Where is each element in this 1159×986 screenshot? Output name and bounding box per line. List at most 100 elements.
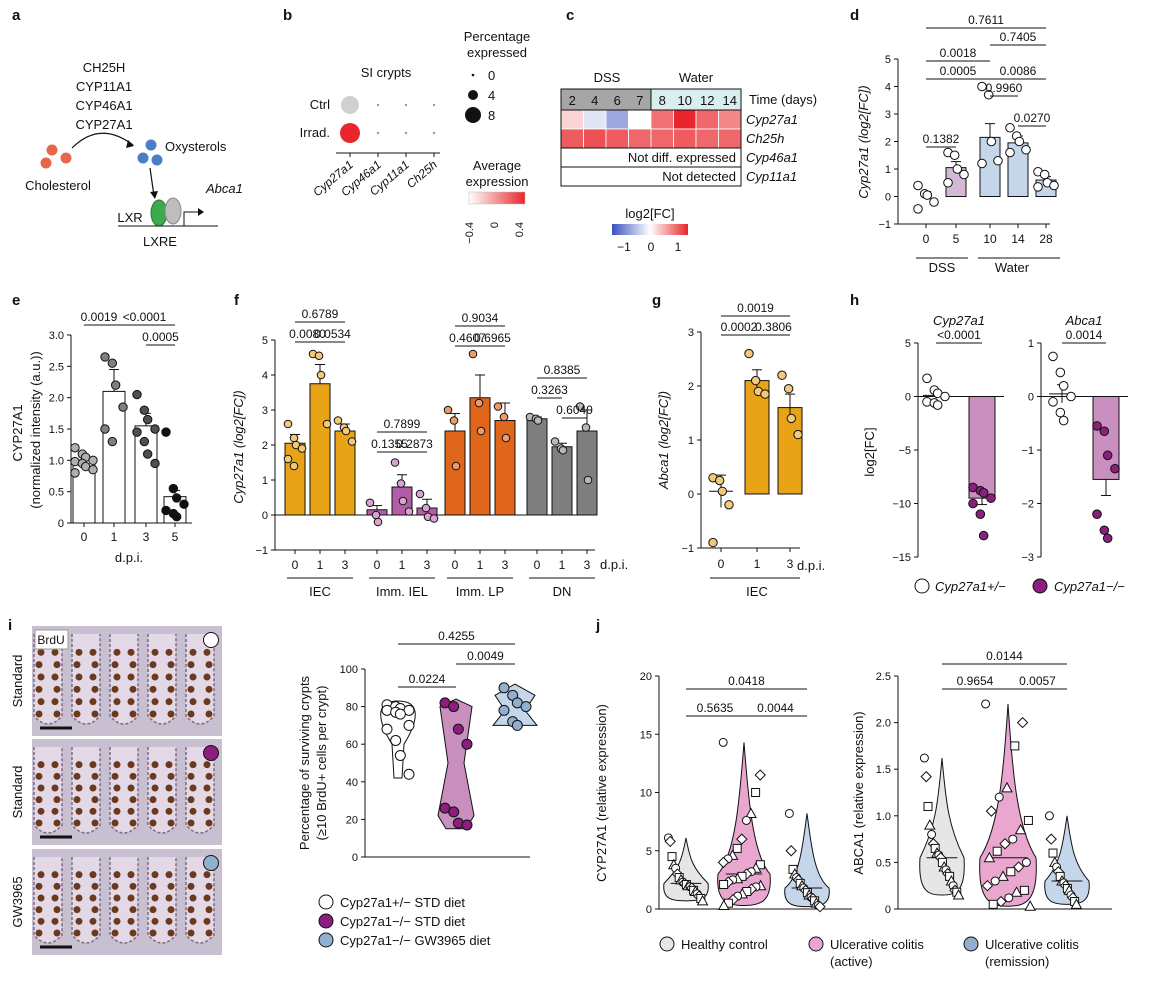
data-point (992, 846, 1002, 856)
brdu-nucleus (165, 807, 173, 815)
brdu-nucleus (151, 761, 159, 769)
data-point (461, 738, 473, 750)
significance-bracket: 0.0224 (398, 672, 456, 688)
significance-bracket: 0.0049 (456, 649, 515, 665)
significance-bracket: 0.0019 (81, 310, 118, 326)
panel-b: bSI cryptsCtrlIrrad.Cyp27a1Cyp46a1Cyp11a… (283, 7, 530, 244)
bar (284, 442, 306, 516)
data-point (533, 416, 543, 425)
brdu-nucleus (129, 710, 137, 718)
legend-label: Healthy control (681, 937, 768, 952)
data-point (448, 701, 460, 713)
legend-label: Cyp27a1−/− GW3965 diet (340, 933, 491, 948)
size-legend-dot (468, 90, 478, 100)
data-point (341, 426, 351, 436)
brdu-nucleus (127, 917, 135, 925)
data-point (1066, 391, 1076, 402)
heat-cell (695, 109, 719, 130)
gene-label: Cyp27a1 (746, 112, 798, 127)
brdu-nucleus (167, 906, 175, 914)
p-value: 0.0080 (289, 327, 326, 341)
data-point (88, 465, 98, 475)
x-tick-label: 1 (477, 558, 484, 572)
brdu-nucleus (129, 685, 137, 693)
brdu-nucleus (151, 673, 159, 681)
significance-bracket: 0.6965 (474, 331, 511, 347)
significance-bracket: 0.0080 (289, 327, 326, 343)
data-point (1048, 397, 1058, 407)
legend-label: (remission) (985, 954, 1049, 969)
p-value: 0.0005 (142, 330, 179, 344)
y-tick-label: 2 (885, 137, 891, 149)
y-tick-label: 1.5 (49, 424, 64, 436)
arrow-conversion (71, 132, 134, 149)
brdu-nucleus (111, 710, 119, 718)
dpi-label: d.p.i. (600, 557, 628, 572)
brdu-nucleus (113, 784, 121, 792)
data-point (1055, 407, 1066, 418)
p-value: 0.0018 (940, 46, 977, 60)
p-value: 0.0270 (1014, 111, 1051, 125)
significance-bracket: 0.0002 (721, 320, 758, 336)
enzyme-label: CYP27A1 (75, 117, 132, 132)
brdu-nucleus (37, 871, 45, 879)
size-legend-dot (471, 73, 475, 77)
data-point (511, 719, 523, 731)
brdu-nucleus (75, 648, 83, 656)
y-tick-label: 1.0 (876, 811, 891, 823)
data-point (1021, 144, 1031, 155)
legend-marker (659, 936, 675, 952)
dot-irrad-cyp27a1 (340, 123, 360, 143)
data-point (448, 806, 460, 818)
brdu-nucleus (89, 648, 97, 656)
data-point (999, 838, 1011, 850)
brdu-nucleus (203, 917, 211, 925)
data-point (913, 204, 923, 214)
data-point (520, 701, 532, 713)
brdu-nucleus (129, 772, 137, 780)
data-point (1058, 381, 1069, 391)
y-tick-label: 0 (352, 852, 358, 864)
data-point (70, 468, 80, 478)
p-value: 0.0418 (728, 674, 765, 688)
brdu-nucleus (165, 917, 173, 925)
y-tick-label: 2.0 (876, 718, 891, 730)
data-point (993, 155, 1003, 166)
data-point (498, 704, 510, 716)
legend-marker (808, 936, 824, 952)
abca1-label: Abca1 (205, 181, 243, 196)
brdu-nucleus (73, 710, 81, 718)
brdu-nucleus (203, 673, 211, 681)
gene-label: Ch25h (746, 131, 784, 146)
dot-small (376, 131, 380, 135)
legend-label: Cyp27a1+/− (935, 579, 1006, 594)
brdu-nucleus (187, 929, 195, 937)
brdu-nucleus (73, 772, 81, 780)
significance-bracket: 0.4255 (398, 629, 515, 645)
cholesterol-label: Cholesterol (25, 178, 91, 193)
data-point (751, 788, 761, 797)
dot-ctrl-cyp27a1 (341, 96, 359, 114)
brdu-nucleus (203, 807, 211, 815)
brdu-nucleus (75, 871, 83, 879)
x-tick-label: 5 (953, 232, 960, 246)
group-label: Water (995, 260, 1030, 275)
brdu-nucleus (91, 882, 99, 890)
data-point (783, 384, 794, 394)
significance-bracket: 0.9960 (986, 81, 1023, 97)
group-marker (203, 855, 219, 871)
brdu-nucleus (129, 882, 137, 890)
brdu-nucleus (149, 661, 157, 669)
brdu-nucleus (91, 685, 99, 693)
brdu-nucleus (113, 761, 121, 769)
p-value: 0.0002 (721, 320, 758, 334)
x-tick-label: 3 (424, 558, 431, 572)
legend-marker (914, 578, 930, 594)
data-point (1044, 811, 1054, 821)
data-point (983, 851, 996, 863)
arrow-binding (149, 167, 155, 197)
violin (437, 698, 475, 830)
data-point (977, 158, 987, 169)
